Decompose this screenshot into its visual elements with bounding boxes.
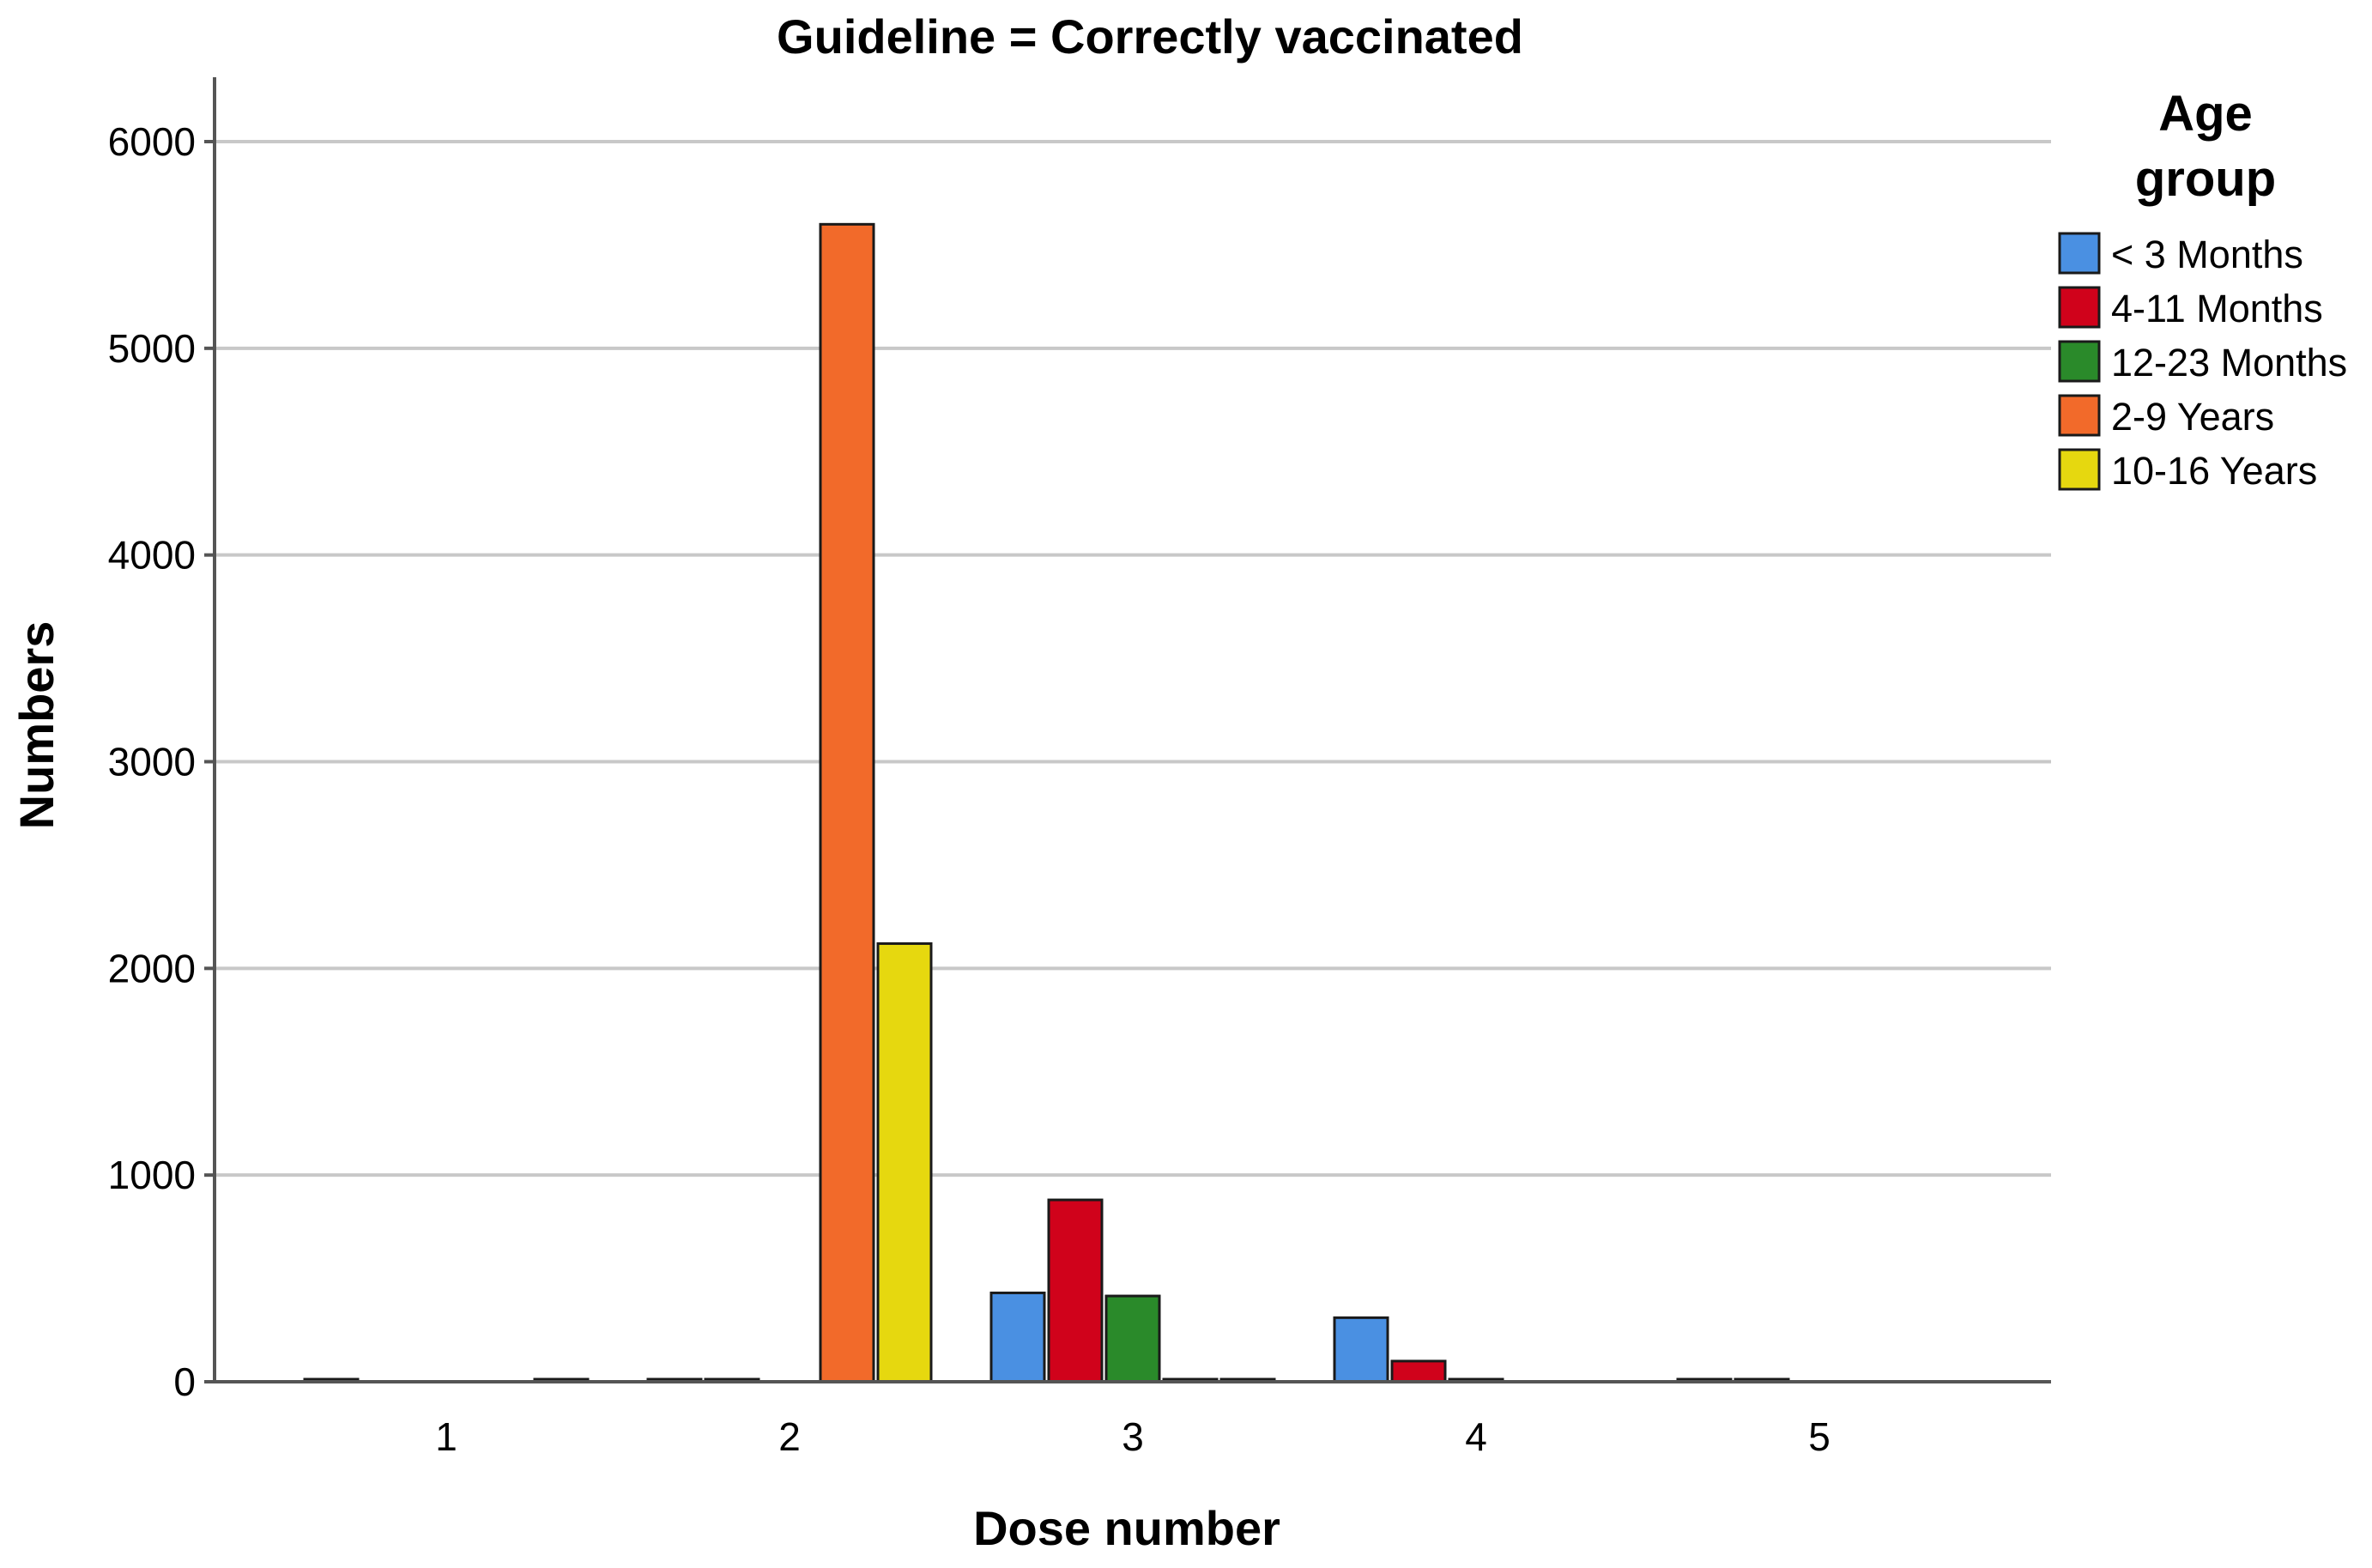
legend-title-line-2: group — [2135, 151, 2276, 207]
axes — [204, 77, 2051, 1383]
y-tick-label: 5000 — [108, 326, 196, 371]
legend-label: 10-16 Years — [2111, 449, 2317, 493]
x-axis-title: Dose number — [973, 1501, 1280, 1555]
legend-label: 2-9 Years — [2111, 395, 2274, 439]
bar — [819, 222, 875, 1383]
bar — [989, 1291, 1046, 1383]
legend-title-line-1: Age — [2158, 86, 2253, 142]
x-tick-label: 1 — [435, 1414, 457, 1459]
y-axis-title: Numbers — [9, 621, 64, 830]
legend-swatch — [2058, 232, 2101, 275]
bar — [876, 941, 933, 1383]
legend: Age group < 3 Months 4-11 Months 12-23 Mon… — [2058, 86, 2347, 493]
legend-label: 12-23 Months — [2111, 341, 2347, 384]
bars — [303, 222, 1790, 1383]
bar — [1333, 1316, 1389, 1383]
x-tick-label: 5 — [1808, 1414, 1830, 1459]
y-tick-label: 1000 — [108, 1153, 196, 1197]
legend-label: 4-11 Months — [2111, 287, 2323, 330]
legend-swatch — [2058, 286, 2101, 329]
x-tick-labels: 1 2 3 4 5 — [435, 1414, 1830, 1459]
y-tick-labels: 0 1000 2000 3000 4000 5000 6000 — [108, 119, 196, 1404]
legend-swatch — [2058, 394, 2101, 437]
gridlines — [215, 140, 2051, 1178]
y-tick-label: 2000 — [108, 946, 196, 990]
y-tick-label: 0 — [173, 1359, 196, 1404]
bar — [1047, 1198, 1104, 1383]
legend-swatch — [2058, 340, 2101, 383]
x-tick-label: 3 — [1122, 1414, 1144, 1459]
chart-title: Guideline = Correctly vaccinated — [777, 9, 1523, 64]
y-tick-label: 4000 — [108, 533, 196, 578]
legend-swatch — [2058, 448, 2101, 491]
bar — [1390, 1359, 1447, 1383]
x-tick-label: 4 — [1465, 1414, 1487, 1459]
y-tick-label: 3000 — [108, 740, 196, 784]
x-tick-label: 2 — [778, 1414, 801, 1459]
y-tick-label: 6000 — [108, 119, 196, 164]
bar — [1104, 1294, 1161, 1383]
legend-label: < 3 Months — [2111, 233, 2303, 276]
